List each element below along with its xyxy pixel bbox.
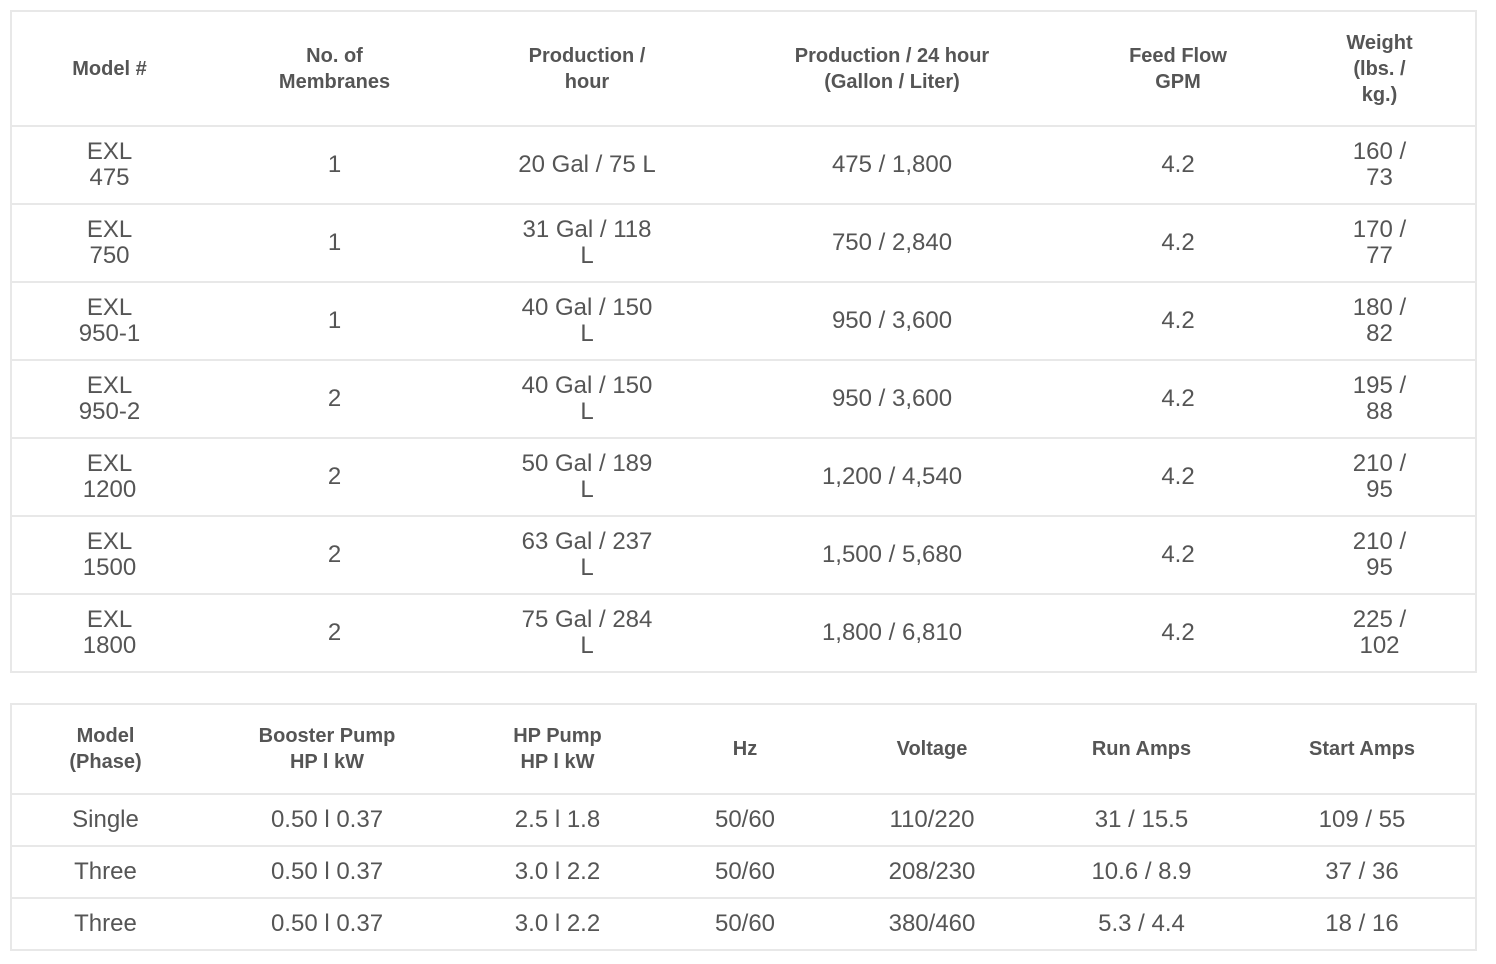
cell-production-24h: 1,800 / 6,810 [712, 593, 1072, 672]
models-spec-table: Model # No. of Membranes Production / ho… [10, 10, 1477, 673]
cell-weight: 210 / 95 [1284, 515, 1476, 594]
table-row: Single 0.50 l 0.37 2.5 l 1.8 50/60 110/2… [11, 793, 1476, 846]
cell-membranes: 2 [207, 593, 462, 672]
cell-booster-pump: 0.50 l 0.37 [199, 897, 455, 950]
cell-model: EXL 1200 [11, 437, 207, 516]
cell-production-24h: 1,500 / 5,680 [712, 515, 1072, 594]
header-weight: Weight (lbs. / kg.) [1346, 31, 1413, 106]
cell-start-amps: 109 / 55 [1249, 793, 1476, 846]
table-row: EXL 950-1 1 40 Gal / 150 L 950 / 3,600 4… [11, 281, 1476, 360]
cell-model: EXL 475 [11, 125, 207, 204]
cell-phase: Single [11, 793, 199, 846]
cell-production-24h: 1,200 / 4,540 [712, 437, 1072, 516]
cell-feed-flow: 4.2 [1072, 437, 1284, 516]
table-row: EXL 1800 2 75 Gal / 284 L 1,800 / 6,810 … [11, 593, 1476, 672]
cell-model: EXL 1500 [11, 515, 207, 594]
cell-weight: 170 / 77 [1284, 203, 1476, 282]
table-row: Three 0.50 l 0.37 3.0 l 2.2 50/60 208/23… [11, 845, 1476, 898]
table-row: EXL 1200 2 50 Gal / 189 L 1,200 / 4,540 … [11, 437, 1476, 516]
cell-membranes: 1 [207, 203, 462, 282]
cell-feed-flow: 4.2 [1072, 203, 1284, 282]
cell-membranes: 1 [207, 281, 462, 360]
cell-start-amps: 37 / 36 [1249, 845, 1476, 898]
cell-membranes: 2 [207, 437, 462, 516]
table-row: Three 0.50 l 0.37 3.0 l 2.2 50/60 380/46… [11, 897, 1476, 950]
cell-model: EXL 1800 [11, 593, 207, 672]
table-row: EXL 475 1 20 Gal / 75 L 475 / 1,800 4.2 … [11, 125, 1476, 204]
cell-hp-pump: 3.0 l 2.2 [455, 897, 660, 950]
table-row: EXL 750 1 31 Gal / 118 L 750 / 2,840 4.2… [11, 203, 1476, 282]
header-start-amps: Start Amps [1309, 738, 1415, 760]
header-run-amps: Run Amps [1091, 738, 1192, 760]
cell-model: EXL 950-2 [11, 359, 207, 438]
header-feed-flow: Feed Flow GPM [1129, 44, 1227, 93]
header-hp-pump: HP Pump HP l kW [513, 725, 602, 773]
cell-feed-flow: 4.2 [1072, 593, 1284, 672]
cell-feed-flow: 4.2 [1072, 515, 1284, 594]
cell-production-24h: 950 / 3,600 [712, 359, 1072, 438]
cell-production-hour: 63 Gal / 237 L [462, 515, 712, 594]
cell-run-amps: 31 / 15.5 [1034, 793, 1249, 846]
cell-membranes: 2 [207, 359, 462, 438]
cell-model: EXL 950-1 [11, 281, 207, 360]
cell-run-amps: 10.6 / 8.9 [1034, 845, 1249, 898]
cell-production-24h: 950 / 3,600 [712, 281, 1072, 360]
cell-hp-pump: 3.0 l 2.2 [455, 845, 660, 898]
cell-production-hour: 75 Gal / 284 L [462, 593, 712, 672]
cell-weight: 195 / 88 [1284, 359, 1476, 438]
cell-phase: Three [11, 897, 199, 950]
cell-weight: 160 / 73 [1284, 125, 1476, 204]
cell-hz: 50/60 [660, 897, 830, 950]
cell-hp-pump: 2.5 l 1.8 [455, 793, 660, 846]
table-row: EXL 1500 2 63 Gal / 237 L 1,500 / 5,680 … [11, 515, 1476, 594]
cell-voltage: 380/460 [830, 897, 1034, 950]
cell-production-hour: 50 Gal / 189 L [462, 437, 712, 516]
table-header-row: Model # No. of Membranes Production / ho… [11, 11, 1476, 126]
cell-feed-flow: 4.2 [1072, 281, 1284, 360]
cell-hz: 50/60 [660, 793, 830, 846]
cell-voltage: 110/220 [830, 793, 1034, 846]
cell-booster-pump: 0.50 l 0.37 [199, 793, 455, 846]
header-hz: Hz [732, 738, 758, 760]
header-voltage: Voltage [896, 738, 968, 760]
header-model: Model # [72, 57, 147, 80]
header-booster-pump: Booster Pump HP l kW [258, 725, 396, 773]
header-membranes: No. of Membranes [278, 44, 391, 93]
header-model-phase: Model (Phase) [69, 725, 142, 773]
table-header-row: Model (Phase) Booster Pump HP l kW HP Pu… [11, 704, 1476, 794]
cell-feed-flow: 4.2 [1072, 359, 1284, 438]
cell-production-hour: 20 Gal / 75 L [462, 125, 712, 204]
cell-production-24h: 475 / 1,800 [712, 125, 1072, 204]
cell-run-amps: 5.3 / 4.4 [1034, 897, 1249, 950]
cell-voltage: 208/230 [830, 845, 1034, 898]
cell-weight: 210 / 95 [1284, 437, 1476, 516]
table-row: EXL 950-2 2 40 Gal / 150 L 950 / 3,600 4… [11, 359, 1476, 438]
cell-membranes: 1 [207, 125, 462, 204]
cell-booster-pump: 0.50 l 0.37 [199, 845, 455, 898]
cell-production-hour: 31 Gal / 118 L [462, 203, 712, 282]
cell-start-amps: 18 / 16 [1249, 897, 1476, 950]
cell-model: EXL 750 [11, 203, 207, 282]
cell-weight: 225 / 102 [1284, 593, 1476, 672]
electrical-spec-table: Model (Phase) Booster Pump HP l kW HP Pu… [10, 703, 1477, 951]
cell-membranes: 2 [207, 515, 462, 594]
cell-weight: 180 / 82 [1284, 281, 1476, 360]
cell-production-hour: 40 Gal / 150 L [462, 281, 712, 360]
cell-production-24h: 750 / 2,840 [712, 203, 1072, 282]
cell-feed-flow: 4.2 [1072, 125, 1284, 204]
cell-hz: 50/60 [660, 845, 830, 898]
cell-production-hour: 40 Gal / 150 L [462, 359, 712, 438]
header-production-hour: Production / hour [528, 44, 646, 93]
header-production-24h: Production / 24 hour (Gallon / Liter) [794, 44, 990, 93]
cell-phase: Three [11, 845, 199, 898]
